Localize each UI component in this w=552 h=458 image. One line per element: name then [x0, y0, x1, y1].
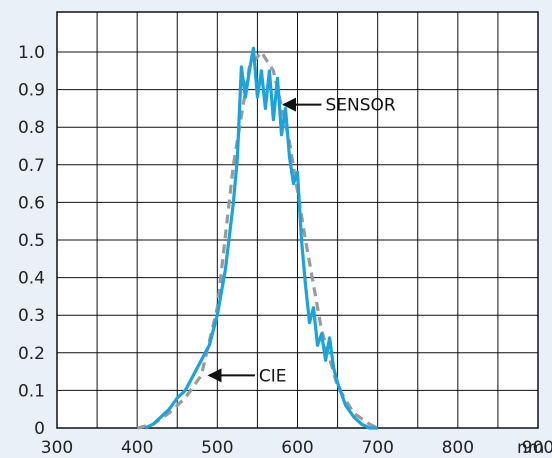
x-tick-label: 900 [522, 438, 552, 458]
y-tick-label: 0.7 [18, 156, 45, 176]
series-lines [136, 46, 379, 430]
grid-lines [57, 12, 538, 428]
y-tick-label: 0.1 [18, 381, 45, 401]
x-tick-label: 600 [281, 438, 313, 458]
y-tick-label: 0.8 [18, 118, 45, 138]
y-tick-label: 0.4 [18, 269, 45, 289]
x-tick-label: 300 [41, 438, 73, 458]
x-tick-labels: 300 400 500 600 700 800 900 [41, 438, 552, 458]
annotation-label-sensor: SENSOR [325, 96, 395, 116]
x-tick-label: 700 [361, 438, 393, 458]
annotation-label-cie: CIE [259, 366, 287, 386]
x-tick-label: 800 [442, 438, 474, 458]
y-tick-label: 0 [34, 419, 45, 439]
y-tick-labels: 0 0.1 0.2 0.3 0.4 0.5 0.6 0.7 0.8 0.9 1.0 [18, 43, 45, 439]
x-axis-unit: nm [517, 438, 544, 458]
annotations: SENSOR CIE [207, 96, 396, 386]
y-tick-label: 0.2 [18, 344, 45, 364]
y-tick-label: 0.9 [18, 81, 45, 101]
y-tick-label: 0.6 [18, 193, 45, 213]
y-tick-label: 0.5 [18, 231, 45, 251]
x-tick-label: 500 [201, 438, 233, 458]
x-tick-label: 400 [121, 438, 153, 458]
series-line-sensor [144, 46, 378, 430]
y-tick-label: 1.0 [18, 43, 45, 63]
y-tick-label: 0.3 [18, 306, 45, 326]
